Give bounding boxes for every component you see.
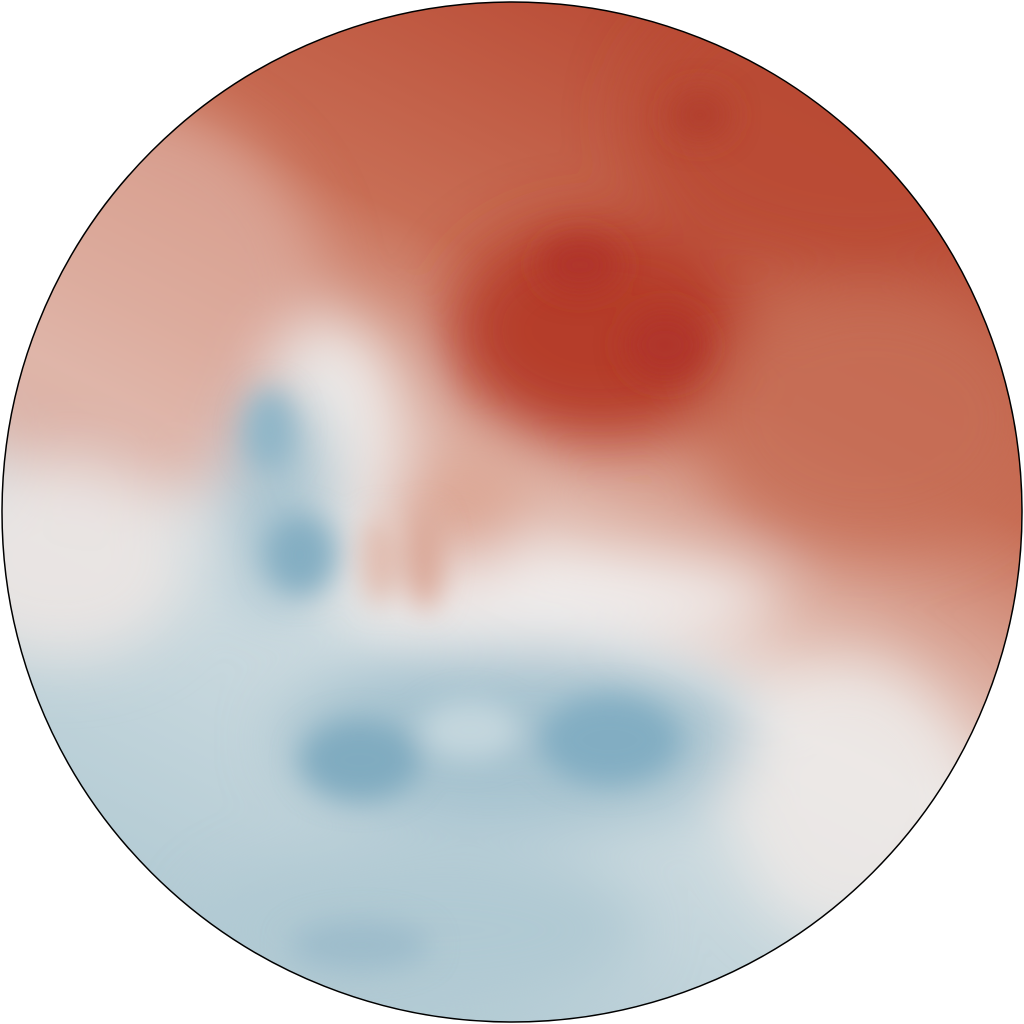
spot (625, 310, 705, 380)
spot (245, 390, 295, 470)
spot (420, 700, 520, 760)
spot (540, 237, 620, 293)
blob (200, 850, 640, 1010)
spot (407, 510, 443, 610)
spot (265, 515, 335, 595)
field-spots (245, 90, 730, 970)
blob (730, 660, 970, 940)
blob (2, 460, 190, 660)
spot (540, 695, 680, 785)
spot (362, 515, 398, 605)
blob (450, 220, 750, 440)
spot (670, 90, 730, 140)
spot (290, 920, 430, 970)
blob (340, 555, 780, 645)
spot (300, 720, 420, 800)
blob (700, 290, 1022, 550)
